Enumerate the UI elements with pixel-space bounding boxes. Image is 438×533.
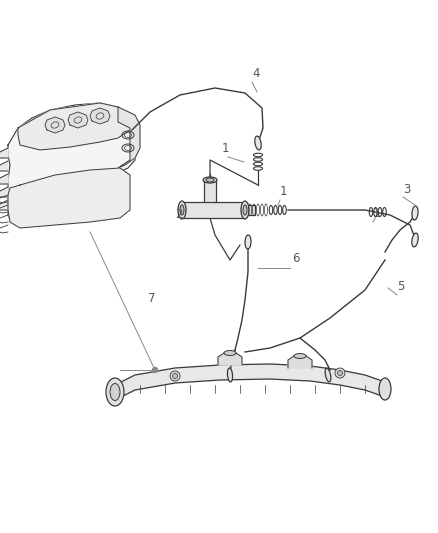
Ellipse shape <box>110 384 120 400</box>
Text: 1: 1 <box>222 142 230 155</box>
Text: 3: 3 <box>403 183 410 196</box>
Ellipse shape <box>325 368 331 382</box>
Circle shape <box>338 370 343 376</box>
Polygon shape <box>0 187 8 197</box>
Polygon shape <box>288 356 312 368</box>
Ellipse shape <box>255 136 261 150</box>
Text: 2: 2 <box>175 208 183 221</box>
Ellipse shape <box>412 233 418 247</box>
Polygon shape <box>18 103 130 150</box>
Polygon shape <box>218 353 242 365</box>
Ellipse shape <box>245 235 251 249</box>
Polygon shape <box>0 148 8 158</box>
Ellipse shape <box>180 205 184 215</box>
Text: 1: 1 <box>373 207 381 220</box>
Text: 6: 6 <box>292 252 300 265</box>
Polygon shape <box>0 200 8 210</box>
Polygon shape <box>118 107 140 168</box>
Ellipse shape <box>243 205 247 215</box>
Circle shape <box>335 368 345 378</box>
Polygon shape <box>90 108 110 124</box>
Ellipse shape <box>227 368 233 382</box>
Ellipse shape <box>379 378 391 400</box>
Ellipse shape <box>412 206 418 220</box>
Ellipse shape <box>206 178 214 182</box>
Circle shape <box>170 371 180 381</box>
Polygon shape <box>245 205 255 215</box>
Polygon shape <box>115 364 385 400</box>
Text: 5: 5 <box>397 280 404 293</box>
Text: 4: 4 <box>252 67 259 80</box>
Polygon shape <box>0 174 8 184</box>
Polygon shape <box>0 161 8 171</box>
Polygon shape <box>8 168 130 228</box>
Polygon shape <box>182 202 245 218</box>
Text: 7: 7 <box>148 292 155 305</box>
Ellipse shape <box>294 353 306 359</box>
Ellipse shape <box>178 201 186 219</box>
Polygon shape <box>45 117 65 133</box>
Text: 1: 1 <box>280 185 287 198</box>
Polygon shape <box>204 180 216 205</box>
Polygon shape <box>8 103 135 220</box>
Polygon shape <box>68 112 88 128</box>
Ellipse shape <box>241 201 249 219</box>
Circle shape <box>152 367 158 373</box>
Ellipse shape <box>224 351 236 356</box>
Circle shape <box>173 374 177 378</box>
Ellipse shape <box>106 378 124 406</box>
Ellipse shape <box>203 177 217 183</box>
